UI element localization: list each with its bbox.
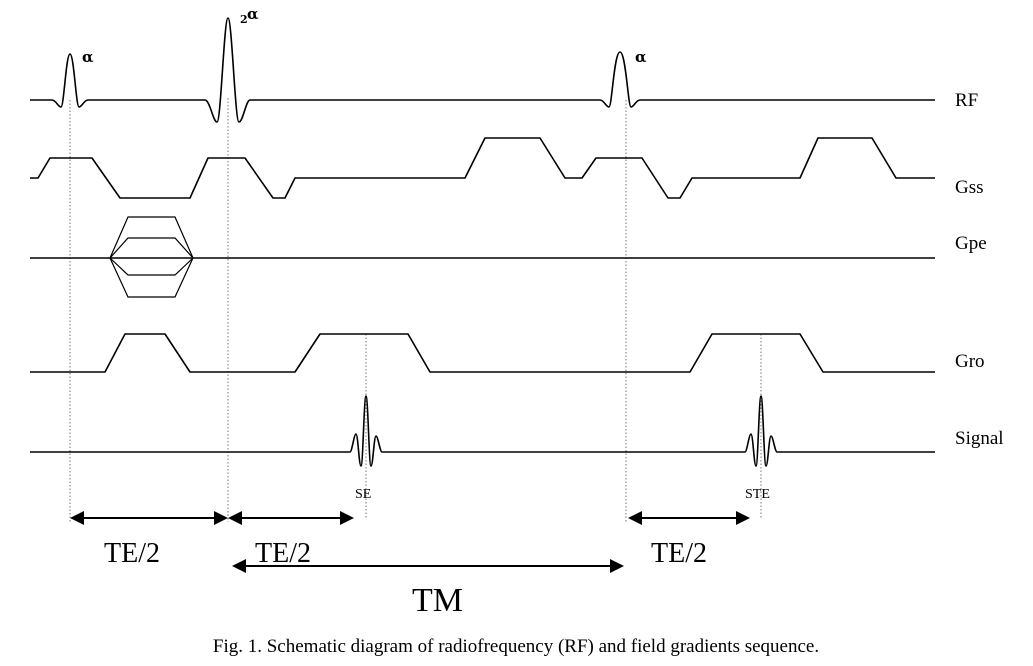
interval-label-te3: TE/2 <box>651 538 707 569</box>
gpe-trace <box>30 216 935 298</box>
echo-label-se: SE <box>355 487 371 502</box>
timing-guides <box>69 98 762 522</box>
flip-label-first: α <box>82 48 94 66</box>
interval-label-te2: TE/2 <box>255 538 311 569</box>
gro-line <box>30 333 935 373</box>
row-label-gss: Gss <box>955 177 984 198</box>
interval-label-te1: TE/2 <box>104 538 160 569</box>
row-label-rf: RF <box>955 90 978 111</box>
figure-caption: Fig. 1. Schematic diagram of radiofreque… <box>213 636 819 657</box>
signal-line <box>30 395 935 467</box>
arrow-te3 <box>628 511 750 525</box>
arrow-te1 <box>70 511 228 525</box>
gpe-table-lobe-1 <box>109 216 194 259</box>
gpe-table-lobe-3 <box>109 257 194 276</box>
echo-label-ste: STE <box>745 487 770 502</box>
gro-trace <box>30 333 935 373</box>
rf-trace <box>30 17 935 123</box>
arrow-te2 <box>228 511 354 525</box>
flip-label-third: α <box>635 48 647 66</box>
interval-arrows <box>70 511 750 573</box>
gpe-table-lobe-2 <box>109 237 194 259</box>
rf-line <box>30 17 935 123</box>
signal-trace <box>30 395 935 467</box>
row-label-signal: Signal <box>955 428 1004 449</box>
gss-line <box>30 137 935 199</box>
interval-label-tm: TM <box>412 582 463 619</box>
flip-label-second-prefix: 2 <box>240 13 248 26</box>
gpe-table-lobe-4 <box>109 257 194 298</box>
flip-label-second: α <box>247 5 259 23</box>
arrow-tm <box>232 559 624 573</box>
row-label-gro: Gro <box>955 351 985 372</box>
gss-trace <box>30 137 935 199</box>
row-label-gpe: Gpe <box>955 233 987 254</box>
